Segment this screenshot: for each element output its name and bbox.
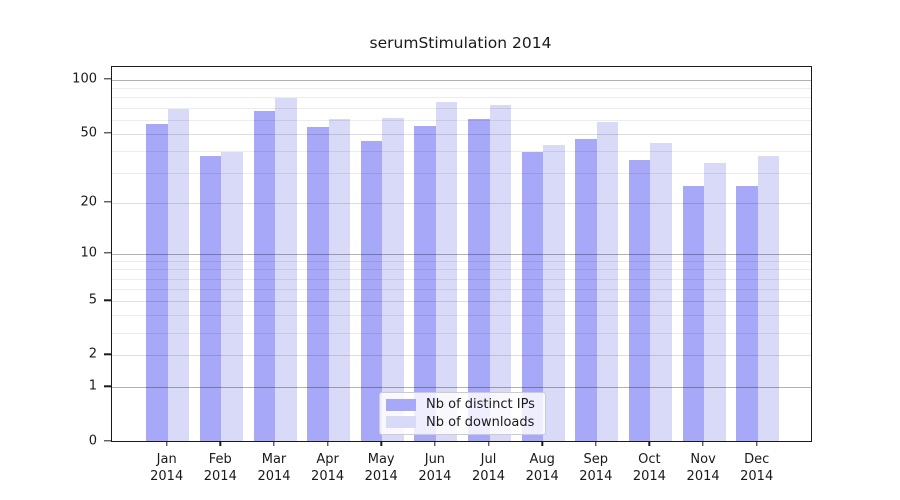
x-tick-label-jun: Jun 2014 bbox=[418, 452, 452, 484]
bar-mar-nb-of-distinct-ips bbox=[253, 110, 275, 441]
bar-jan-nb-of-downloads bbox=[167, 109, 190, 441]
bar-dec-nb-of-distinct-ips bbox=[736, 185, 758, 441]
bar-dec-nb-of-downloads bbox=[757, 156, 780, 441]
y-tick-mark-0 bbox=[104, 439, 111, 442]
y-tick-mark-5 bbox=[104, 299, 111, 301]
chart-title: serumStimulation 2014 bbox=[369, 34, 552, 52]
bar-jul-nb-of-downloads bbox=[489, 104, 511, 441]
legend-label-distinct-ips: Nb of distinct IPs bbox=[426, 397, 535, 413]
bar-jun-nb-of-distinct-ips bbox=[414, 125, 436, 441]
bar-apr-nb-of-distinct-ips bbox=[307, 127, 329, 441]
bar-nov-nb-of-distinct-ips bbox=[682, 185, 705, 441]
bar-may-nb-of-distinct-ips bbox=[360, 141, 383, 441]
bar-jun-nb-of-downloads bbox=[435, 101, 458, 441]
y-tick-label-100: 100 bbox=[72, 71, 97, 87]
y-tick-label-20: 20 bbox=[80, 194, 97, 210]
x-tick-mark-oct bbox=[648, 441, 651, 446]
bar-sep-nb-of-distinct-ips bbox=[575, 139, 597, 441]
bar-aug-nb-of-downloads bbox=[543, 144, 565, 441]
y-tick-label-2: 2 bbox=[88, 346, 97, 362]
bar-feb-nb-of-distinct-ips bbox=[199, 156, 222, 441]
x-tick-label-sep: Sep 2014 bbox=[579, 452, 613, 484]
x-tick-mark-apr bbox=[326, 441, 329, 446]
x-tick-mark-dec bbox=[755, 441, 758, 446]
bar-oct-nb-of-distinct-ips bbox=[628, 160, 651, 441]
y-tick-label-10: 10 bbox=[80, 245, 97, 261]
x-tick-label-feb: Feb 2014 bbox=[203, 452, 237, 484]
y-tick-mark-20 bbox=[104, 201, 111, 203]
bars-layer bbox=[112, 67, 811, 441]
legend-label-downloads: Nb of downloads bbox=[426, 414, 535, 430]
y-tick-mark-2 bbox=[104, 353, 111, 356]
bar-may-nb-of-downloads bbox=[382, 117, 404, 441]
x-tick-mark-feb bbox=[219, 441, 221, 446]
legend: Nb of distinct IPs Nb of downloads bbox=[379, 392, 546, 435]
bar-jan-nb-of-distinct-ips bbox=[146, 124, 168, 441]
x-tick-mark-aug bbox=[541, 441, 543, 446]
x-tick-label-jul: Jul 2014 bbox=[471, 452, 506, 484]
bar-sep-nb-of-downloads bbox=[596, 121, 619, 441]
legend-entry-distinct-ips: Nb of distinct IPs bbox=[386, 396, 537, 414]
bar-mar-nb-of-downloads bbox=[275, 97, 297, 441]
y-tick-mark-10 bbox=[104, 251, 111, 254]
y-tick-label-0: 0 bbox=[88, 433, 97, 448]
x-tick-label-aug: Aug 2014 bbox=[525, 452, 559, 484]
x-tick-label-oct: Oct 2014 bbox=[632, 452, 666, 484]
x-tick-mark-jul bbox=[487, 441, 490, 446]
y-tick-mark-100 bbox=[104, 78, 111, 80]
bar-nov-nb-of-downloads bbox=[704, 162, 726, 441]
y-tick-label-5: 5 bbox=[88, 292, 97, 308]
bar-apr-nb-of-downloads bbox=[328, 119, 351, 441]
legend-entry-downloads: Nb of downloads bbox=[386, 414, 537, 432]
y-tick-mark-1 bbox=[104, 385, 111, 387]
bar-jul-nb-of-distinct-ips bbox=[468, 119, 490, 441]
x-tick-label-dec: Dec 2014 bbox=[740, 452, 774, 484]
y-tick-label-1: 1 bbox=[88, 378, 97, 394]
x-tick-mark-jan bbox=[165, 441, 168, 446]
x-tick-mark-may bbox=[380, 441, 382, 446]
x-tick-label-nov: Nov 2014 bbox=[686, 452, 720, 484]
x-tick-label-apr: Apr 2014 bbox=[311, 452, 345, 484]
plot-area bbox=[111, 66, 812, 442]
legend-swatch-distinct-ips bbox=[386, 398, 416, 411]
bar-oct-nb-of-downloads bbox=[650, 142, 672, 441]
legend-swatch-downloads bbox=[386, 416, 416, 429]
x-tick-label-mar: Mar 2014 bbox=[257, 452, 291, 484]
x-tick-mark-mar bbox=[273, 441, 275, 446]
y-tick-mark-50 bbox=[104, 131, 111, 134]
x-tick-mark-sep bbox=[595, 441, 597, 446]
bar-feb-nb-of-downloads bbox=[221, 152, 243, 441]
y-tick-label-50: 50 bbox=[80, 125, 97, 140]
bar-aug-nb-of-distinct-ips bbox=[521, 152, 544, 441]
x-tick-mark-jun bbox=[434, 441, 436, 446]
x-tick-label-may: May 2014 bbox=[364, 452, 398, 484]
x-tick-mark-nov bbox=[702, 441, 704, 446]
x-tick-label-jan: Jan 2014 bbox=[150, 452, 184, 484]
